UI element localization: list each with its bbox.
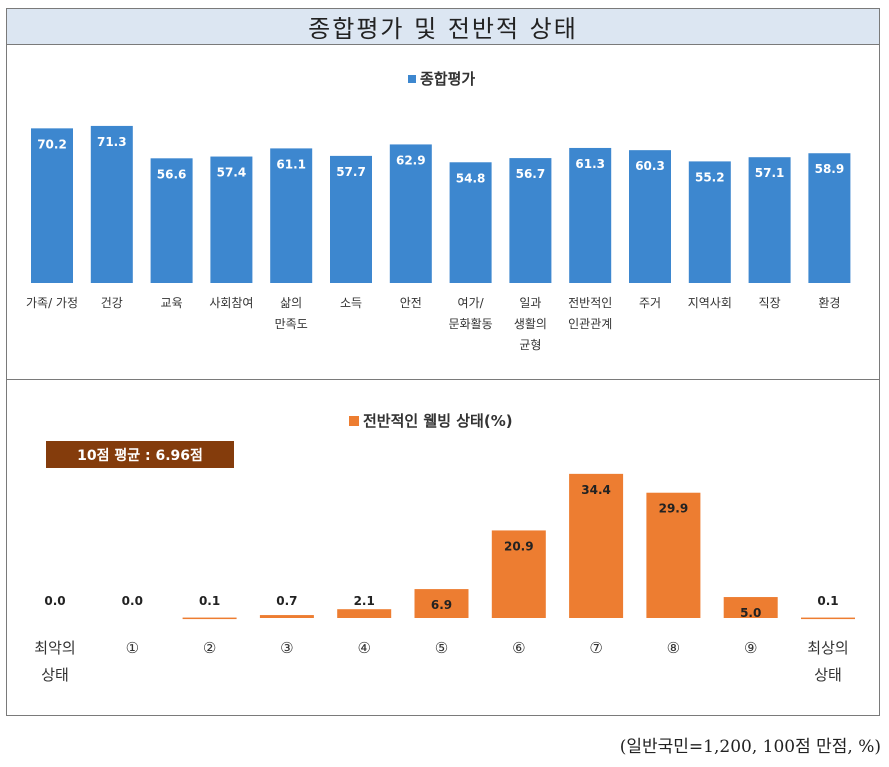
tick-label-overall-13-0: 환경 [818, 296, 840, 310]
tick-label-overall-2-0: 교육 [161, 296, 183, 310]
tick-label-overall-9-1: 인관관계 [568, 317, 612, 331]
bar-overall-3 [210, 156, 253, 283]
legend-swatch-blue [408, 74, 416, 83]
data-label-wellbeing-10: 0.1 [817, 594, 838, 608]
tick-label-overall-3-0: 사회참여 [209, 296, 253, 310]
data-label-wellbeing-8: 29.9 [659, 502, 689, 516]
tick-label-overall-7-1: 문화활동 [449, 317, 493, 331]
tick-label-overall-0-0: 가족/ 가정 [26, 296, 78, 310]
footnote: (일반국민=1,200, 100점 만점, %) [619, 737, 881, 757]
legend-label: 종합평가 [420, 70, 476, 88]
tick-label-wellbeing-2-0: ② [203, 639, 216, 657]
tick-label-wellbeing-10-0: 최상의 [807, 639, 848, 657]
bar-overall-2 [150, 158, 193, 283]
data-label-wellbeing-4: 2.1 [354, 594, 375, 608]
bar-wellbeing-6 [491, 530, 546, 618]
tick-label-overall-9-0: 전반적인 [568, 296, 612, 310]
tick-label-overall-5-0: 소득 [340, 296, 362, 310]
data-label-overall-12: 57.1 [755, 166, 785, 180]
tick-label-overall-1-0: 건강 [101, 296, 123, 310]
bar-wellbeing-3 [259, 615, 314, 618]
data-label-overall-9: 61.3 [575, 157, 605, 171]
tick-label-wellbeing-9-0: ⑨ [744, 639, 757, 657]
bar-wellbeing-2 [182, 617, 237, 620]
data-label-wellbeing-0: 0.0 [44, 594, 65, 608]
data-label-overall-8: 56.7 [516, 167, 546, 181]
data-label-overall-0: 70.2 [37, 137, 67, 151]
data-label-overall-5: 57.7 [336, 165, 366, 179]
tick-label-overall-7-0: 여가/ [458, 296, 485, 310]
bar-overall-7 [449, 162, 492, 283]
tick-label-wellbeing-8-0: ⑧ [667, 639, 680, 657]
tick-label-wellbeing-3-0: ③ [280, 639, 293, 657]
page-title: 종합평가 및 전반적 상태 [7, 9, 879, 45]
data-label-overall-3: 57.4 [217, 166, 247, 180]
data-label-wellbeing-9: 5.0 [740, 606, 761, 620]
data-label-wellbeing-7: 34.4 [581, 483, 611, 497]
bar-overall-11 [688, 161, 731, 283]
bar-wellbeing-7 [569, 473, 624, 618]
data-label-overall-2: 56.6 [157, 167, 187, 181]
chart-frame [6, 8, 880, 716]
legend-wellbeing: 전반적인 웰빙 상태(%) [349, 410, 513, 431]
average-score-badge: 10점 평균 : 6.96점 [46, 441, 234, 468]
tick-label-overall-8-2: 균형 [519, 338, 541, 352]
data-label-wellbeing-6: 20.9 [504, 539, 534, 553]
tick-label-wellbeing-1-0: ① [126, 639, 139, 657]
bar-overall-13 [808, 153, 851, 283]
tick-label-overall-12-0: 직장 [759, 296, 781, 310]
panel-divider [7, 379, 879, 380]
data-label-overall-4: 61.1 [276, 157, 306, 171]
tick-label-overall-8-1: 생활의 [514, 317, 547, 331]
tick-label-overall-4-0: 삶의 [280, 296, 302, 310]
tick-label-overall-6-0: 안전 [400, 296, 422, 310]
tick-label-wellbeing-6-0: ⑥ [512, 639, 525, 657]
tick-label-overall-8-0: 일과 [519, 296, 541, 310]
legend-label: 전반적인 웰빙 상태(%) [363, 412, 513, 430]
data-label-wellbeing-3: 0.7 [276, 594, 297, 608]
bar-overall-12 [748, 157, 791, 283]
tick-label-overall-10-0: 주거 [639, 296, 661, 310]
legend-swatch-orange [349, 415, 359, 426]
data-label-overall-1: 71.3 [97, 135, 127, 149]
bar-overall-5 [330, 155, 372, 283]
data-label-wellbeing-1: 0.0 [122, 594, 143, 608]
data-label-wellbeing-2: 0.1 [199, 594, 220, 608]
bar-overall-6 [389, 144, 432, 283]
bar-wellbeing-5 [414, 589, 469, 618]
bar-overall-1 [90, 125, 133, 283]
data-label-overall-11: 55.2 [695, 170, 725, 184]
bar-wellbeing-10 [801, 617, 855, 620]
bar-overall-4 [270, 148, 313, 283]
bar-overall-8 [509, 158, 552, 283]
bar-overall-0 [31, 128, 73, 283]
bar-wellbeing-9 [723, 597, 778, 618]
bar-overall-10 [629, 150, 671, 283]
tick-label-wellbeing-0-0: 최악의 [34, 639, 75, 657]
data-label-overall-10: 60.3 [635, 159, 665, 173]
bar-overall-9 [569, 147, 612, 283]
data-label-overall-7: 54.8 [456, 171, 486, 185]
tick-label-wellbeing-5-0: ⑤ [435, 639, 448, 657]
data-label-overall-6: 62.9 [396, 153, 426, 167]
tick-label-wellbeing-7-0: ⑦ [589, 639, 602, 657]
tick-label-wellbeing-10-1: 상태 [814, 666, 842, 684]
bar-wellbeing-8 [646, 492, 701, 618]
bar-wellbeing-4 [337, 609, 392, 618]
legend-overall-evaluation: 종합평가 [408, 68, 475, 89]
tick-label-wellbeing-0-1: 상태 [41, 666, 69, 684]
tick-label-wellbeing-4-0: ④ [357, 639, 370, 657]
tick-label-overall-11-0: 지역사회 [688, 296, 732, 310]
data-label-wellbeing-5: 6.9 [431, 598, 452, 612]
data-label-overall-13: 58.9 [815, 162, 845, 176]
tick-label-overall-4-1: 만족도 [275, 317, 308, 331]
